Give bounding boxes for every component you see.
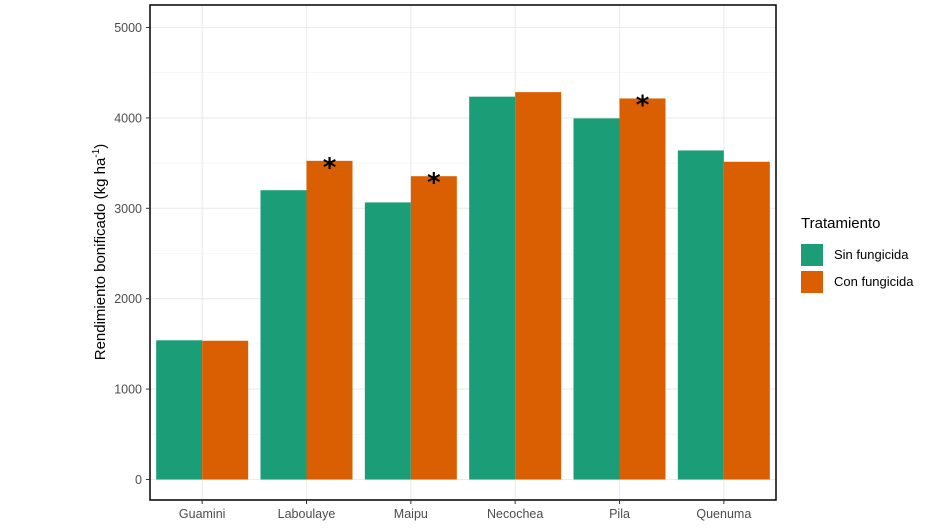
- bar-maipu-sin-fungicida: [364, 202, 411, 480]
- x-axis-ticks: Guamini Laboulaye Maipu Necochea Pila Quenuma: [179, 500, 751, 521]
- bar-necochea-con-fungicida: [515, 92, 562, 480]
- bar-pila-sin-fungicida: [573, 118, 620, 480]
- y-tick-label: 3000: [114, 202, 142, 216]
- y-tick-label: 0: [135, 473, 142, 487]
- x-tick-label: Necochea: [487, 507, 543, 521]
- bar-quenuma-con-fungicida: [723, 161, 770, 480]
- legend-item-con-fungicida: Con fungicida: [801, 268, 914, 295]
- y-axis-title-main: Rendimiento bonificado (kg ha: [92, 157, 109, 360]
- y-tick-label: 1000: [114, 383, 142, 397]
- bar-laboulaye-sin-fungicida: [260, 190, 307, 480]
- bar-necochea-sin-fungicida: [469, 96, 516, 480]
- bar-laboulaye-con-fungicida: [306, 160, 353, 480]
- x-tick-label: Guamini: [179, 507, 226, 521]
- significance-markers: * * *: [323, 90, 650, 198]
- y-tick-label: 4000: [114, 111, 142, 125]
- y-axis-title-sup: -1: [91, 148, 102, 157]
- y-axis-title: Rendimiento bonificado (kg ha-1): [91, 144, 109, 361]
- x-tick-label: Pila: [609, 507, 630, 521]
- significance-star-laboulaye: *: [323, 153, 337, 183]
- bar-guamini-con-fungicida: [202, 340, 249, 480]
- legend-title: Tratamiento: [801, 215, 881, 232]
- legend-label-sin-fungicida: Sin fungicida: [834, 247, 909, 262]
- bars: [156, 92, 770, 480]
- y-tick-label: 5000: [114, 21, 142, 35]
- x-tick-label: Laboulaye: [278, 507, 336, 521]
- plot-panel-border: [149, 4, 777, 501]
- y-axis-ticks: 0 1000 2000 3000 4000 5000: [114, 21, 150, 487]
- legend-key-con-fungicida: [801, 270, 823, 293]
- y-tick-label: 2000: [114, 292, 142, 306]
- significance-star-maipu: *: [427, 168, 441, 198]
- y-axis-title-close: ): [92, 144, 109, 149]
- bar-maipu-con-fungicida: [410, 176, 457, 480]
- bar-quenuma-sin-fungicida: [677, 150, 724, 480]
- legend-key-sin-fungicida: [801, 243, 823, 266]
- legend-label-con-fungicida: Con fungicida: [834, 274, 914, 289]
- legend: Tratamiento Sin fungicida Con fungicida: [801, 215, 914, 295]
- significance-star-pila: *: [636, 90, 650, 120]
- legend-item-sin-fungicida: Sin fungicida: [801, 241, 914, 268]
- x-tick-label: Quenuma: [696, 507, 751, 521]
- bar-guamini-sin-fungicida: [156, 340, 203, 480]
- x-tick-label: Maipu: [394, 507, 428, 521]
- bar-pila-con-fungicida: [619, 98, 666, 480]
